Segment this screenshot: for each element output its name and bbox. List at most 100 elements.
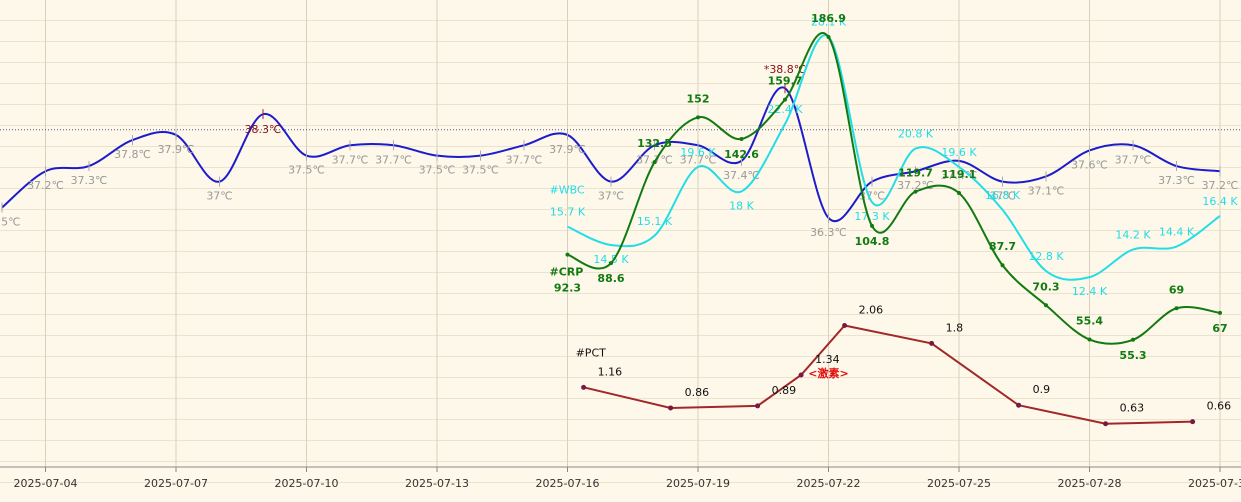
x-tick-label: 2025-07-07: [144, 477, 208, 490]
value-label: 16.8 K: [985, 189, 1021, 202]
value-label: 20.8 K: [898, 128, 934, 141]
value-label: 37.7℃: [332, 153, 369, 166]
value-label: 1.16: [598, 365, 623, 378]
value-label: 0.9: [1033, 383, 1051, 396]
value-label: 38.3℃: [245, 123, 282, 136]
value-label: 37.6℃: [1071, 158, 1108, 171]
x-tick-label: 2025-07-16: [536, 477, 600, 490]
point: [1016, 402, 1022, 408]
value-label: 12.4 K: [1072, 285, 1108, 298]
series-line: [567, 32, 1221, 345]
point: [826, 35, 831, 40]
value-label: 14.4 K: [1159, 226, 1195, 239]
value-label: 36.5℃: [0, 216, 20, 229]
value-label: 36.3℃: [810, 226, 847, 239]
value-label: 14.2 K: [1115, 229, 1151, 242]
point: [798, 372, 804, 378]
value-label: 142.6: [724, 148, 759, 161]
point: [1000, 263, 1005, 268]
point: [739, 136, 744, 141]
value-label: 0.63: [1120, 402, 1145, 415]
value-label: 17.3 K: [854, 210, 890, 223]
value-label: 37.8℃: [114, 148, 151, 161]
point: [565, 252, 570, 257]
value-label: 0.89: [772, 384, 797, 397]
value-label: 19.6 K: [941, 146, 977, 159]
series-name: #PCT: [576, 346, 607, 359]
value-label: 0.66: [1207, 400, 1232, 413]
value-label: 37.5℃: [462, 164, 499, 177]
value-label: 37.5℃: [288, 164, 325, 177]
value-label: 37.9℃: [549, 143, 586, 156]
annotation: <激素>: [808, 366, 848, 380]
value-label: 152: [687, 92, 710, 105]
point: [581, 384, 587, 390]
x-tick-label: 2025-07-10: [275, 477, 339, 490]
value-label: 55.4: [1076, 315, 1103, 328]
point: [1087, 337, 1092, 342]
x-tick-label: 2025-07-13: [405, 477, 469, 490]
point: [842, 323, 848, 329]
x-tick-label: 2025-07-31: [1188, 477, 1241, 490]
value-label: 16.4 K: [1202, 195, 1238, 208]
series-line: [567, 34, 1221, 281]
point: [652, 160, 657, 165]
x-tick-label: 2025-07-25: [927, 477, 991, 490]
value-label: 69: [1169, 283, 1184, 296]
value-label: 37℃: [206, 190, 232, 203]
value-label: 37.4℃: [723, 169, 760, 182]
value-label: 132.5: [637, 137, 672, 150]
point: [755, 403, 761, 409]
point: [668, 405, 674, 411]
value-label: 18 K: [729, 199, 754, 212]
value-label: 37.2℃: [27, 179, 64, 192]
point: [783, 97, 787, 102]
value-label: 2.06: [859, 304, 884, 317]
series-name: #WBC: [550, 184, 585, 197]
value-label: 0.86: [685, 386, 710, 399]
value-label: 37.7℃: [506, 153, 543, 166]
point: [1174, 306, 1179, 311]
value-label: 14.5 K: [593, 253, 629, 266]
value-label: 37℃: [859, 190, 885, 203]
value-label: 37.7℃: [375, 153, 412, 166]
value-label: 37.7℃: [1115, 153, 1152, 166]
x-tick-label: 2025-07-22: [797, 477, 861, 490]
value-label: 67: [1212, 322, 1227, 335]
value-label: 37.9℃: [158, 143, 195, 156]
value-label: *38.8℃: [764, 63, 806, 76]
point: [870, 223, 874, 228]
value-label: 1.34: [815, 353, 840, 366]
value-label: 55.3: [1119, 349, 1146, 362]
value-label: 37.4℃: [941, 169, 978, 182]
value-label: 1.8: [946, 321, 964, 334]
x-tick-label: 2025-07-04: [14, 477, 78, 490]
point: [929, 340, 935, 346]
value-label: 104.8: [855, 235, 890, 248]
value-label: 37.2℃: [1202, 179, 1239, 192]
value-label: 186.9: [811, 12, 846, 25]
point: [696, 115, 700, 120]
value-label: 70.3: [1032, 280, 1059, 293]
value-label: 37.1℃: [1028, 184, 1065, 197]
value-label: 15.1 K: [637, 215, 673, 228]
value-label: 88.6: [597, 272, 624, 285]
value-label: 119.1: [942, 168, 977, 181]
series-name: #CRP: [550, 266, 584, 279]
value-label: 119.7: [898, 167, 933, 180]
x-tick-label: 2025-07-28: [1058, 477, 1122, 490]
value-label: 159.7: [768, 75, 803, 88]
value-label: 92.3: [554, 282, 581, 295]
point: [1190, 419, 1196, 425]
value-label: 22.4 K: [767, 103, 803, 116]
point: [609, 261, 613, 266]
value-label: 37.3℃: [1158, 174, 1195, 187]
point: [1131, 337, 1135, 342]
value-label: 37.3℃: [71, 174, 108, 187]
point: [1218, 310, 1222, 315]
value-label: 19.6 K: [680, 146, 716, 159]
point: [957, 191, 961, 196]
value-label: 37.5℃: [419, 164, 456, 177]
value-label: 87.7: [989, 240, 1016, 253]
